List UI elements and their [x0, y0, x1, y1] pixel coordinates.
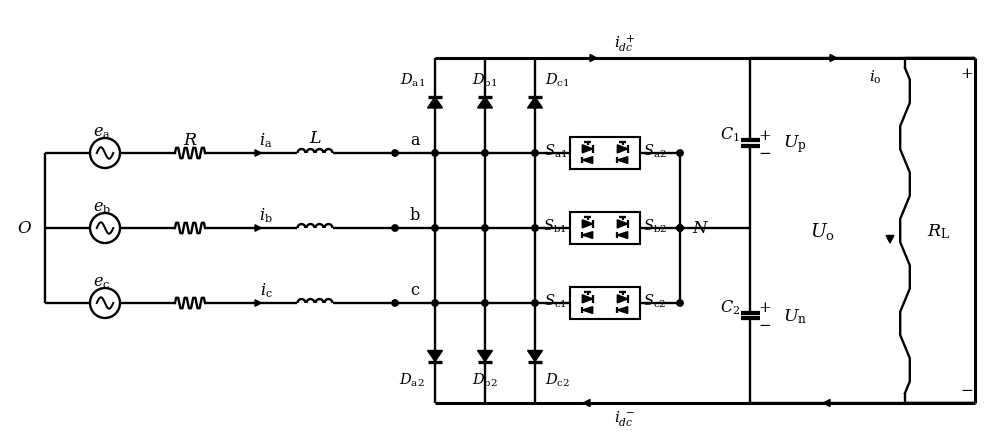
Text: $D_{\rm b2}$: $D_{\rm b2}$	[472, 371, 498, 388]
Text: $e_{\rm b}$: $e_{\rm b}$	[93, 199, 111, 216]
Text: $L$: $L$	[309, 130, 321, 147]
Polygon shape	[528, 351, 542, 362]
Text: $i_{\rm o}$: $i_{\rm o}$	[869, 68, 881, 85]
Circle shape	[392, 151, 398, 157]
Text: $C_1$: $C_1$	[720, 125, 740, 144]
Text: $N$: $N$	[692, 220, 709, 237]
Polygon shape	[582, 232, 593, 239]
Text: $R_{\rm L}$: $R_{\rm L}$	[927, 222, 950, 240]
Circle shape	[432, 225, 438, 232]
Text: $D_{\rm a1}$: $D_{\rm a1}$	[400, 72, 425, 89]
Text: $-$: $-$	[758, 317, 772, 331]
Circle shape	[482, 225, 488, 232]
Circle shape	[482, 300, 488, 307]
Polygon shape	[582, 157, 593, 164]
Polygon shape	[255, 300, 261, 307]
Circle shape	[677, 151, 683, 157]
Text: a: a	[410, 132, 420, 149]
Text: $i_{\rm b}$: $i_{\rm b}$	[259, 206, 273, 225]
Polygon shape	[428, 98, 442, 109]
Polygon shape	[255, 225, 261, 232]
Text: c: c	[411, 282, 420, 299]
Polygon shape	[582, 220, 593, 228]
Polygon shape	[617, 157, 628, 164]
Polygon shape	[886, 236, 894, 244]
Text: $i_{dc}^{\ +}$: $i_{dc}^{\ +}$	[614, 34, 636, 54]
Text: $e_{\rm a}$: $e_{\rm a}$	[93, 124, 111, 141]
Circle shape	[532, 300, 538, 307]
Circle shape	[392, 225, 398, 232]
Circle shape	[482, 151, 488, 157]
Circle shape	[677, 225, 683, 232]
Text: $+$: $+$	[960, 67, 974, 81]
Bar	[570, 138, 640, 170]
Polygon shape	[582, 145, 593, 154]
Polygon shape	[823, 399, 830, 406]
Circle shape	[432, 151, 438, 157]
Polygon shape	[478, 98, 492, 109]
Text: $S_{\rm c2}$: $S_{\rm c2}$	[643, 292, 666, 309]
Text: $i_{\rm a}$: $i_{\rm a}$	[259, 131, 273, 150]
Text: $S_{\rm b2}$: $S_{\rm b2}$	[643, 217, 667, 234]
Polygon shape	[582, 307, 593, 314]
Text: $U_{\rm o}$: $U_{\rm o}$	[810, 220, 835, 241]
Polygon shape	[428, 351, 442, 362]
Circle shape	[532, 225, 538, 232]
Text: $+$: $+$	[758, 129, 772, 143]
Polygon shape	[590, 55, 597, 62]
Text: $-$: $-$	[758, 145, 772, 159]
Text: $S_{\rm a1}$: $S_{\rm a1}$	[544, 142, 567, 159]
Text: $-$: $-$	[960, 381, 974, 395]
Text: $S_{\rm a2}$: $S_{\rm a2}$	[643, 142, 667, 159]
Text: $D_{\rm c2}$: $D_{\rm c2}$	[545, 371, 570, 388]
Polygon shape	[478, 351, 492, 362]
Polygon shape	[830, 55, 837, 62]
Polygon shape	[617, 295, 628, 303]
Polygon shape	[255, 150, 261, 157]
Text: $U_{\rm p}$: $U_{\rm p}$	[783, 133, 807, 155]
Polygon shape	[617, 232, 628, 239]
Text: $D_{\rm a2}$: $D_{\rm a2}$	[399, 371, 425, 388]
Text: b: b	[410, 207, 420, 224]
Text: $O$: $O$	[17, 220, 32, 237]
Text: $+$: $+$	[758, 301, 772, 315]
Polygon shape	[582, 295, 593, 303]
Text: $i_{dc}^{\ -}$: $i_{dc}^{\ -}$	[614, 409, 636, 427]
Polygon shape	[528, 98, 542, 109]
Circle shape	[432, 300, 438, 307]
Text: $D_{\rm c1}$: $D_{\rm c1}$	[545, 72, 570, 89]
Circle shape	[392, 300, 398, 307]
Text: $D_{\rm b1}$: $D_{\rm b1}$	[472, 72, 498, 89]
Polygon shape	[617, 220, 628, 228]
Polygon shape	[617, 145, 628, 154]
Polygon shape	[617, 307, 628, 314]
Bar	[570, 287, 640, 319]
Circle shape	[677, 300, 683, 307]
Text: $U_{\rm n}$: $U_{\rm n}$	[783, 307, 807, 325]
Text: $R$: $R$	[183, 132, 197, 148]
Circle shape	[532, 151, 538, 157]
Polygon shape	[583, 399, 590, 406]
Bar	[570, 212, 640, 244]
Text: $S_{\rm c1}$: $S_{\rm c1}$	[544, 292, 567, 309]
Text: $S_{\rm b1}$: $S_{\rm b1}$	[543, 217, 567, 234]
Text: $e_{\rm c}$: $e_{\rm c}$	[93, 274, 111, 291]
Text: $i_{\rm c}$: $i_{\rm c}$	[260, 281, 272, 300]
Text: $C_2$: $C_2$	[720, 297, 740, 316]
Circle shape	[677, 225, 683, 232]
